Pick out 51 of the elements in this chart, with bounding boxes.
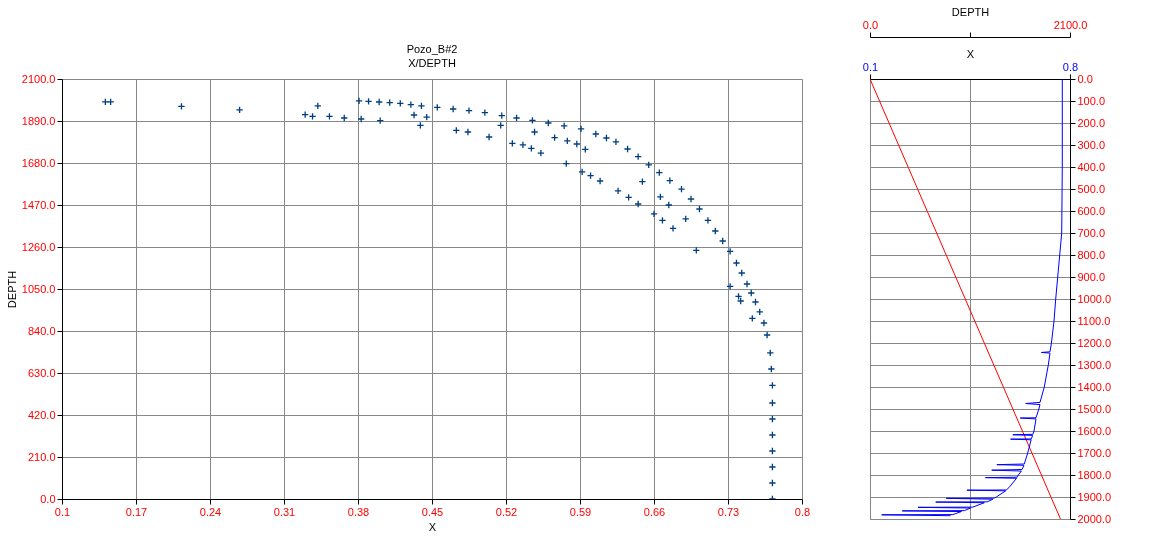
x-axis-title: X (428, 520, 437, 533)
x-tick-label: 0.73 (717, 505, 740, 518)
x-tick-label: 0.45 (421, 505, 444, 518)
x2-tick-label: 0.1 (862, 60, 879, 73)
y-tick-label: 210.0 (27, 450, 56, 463)
y-tick-label: 420.0 (27, 408, 56, 421)
y-tick-label: 700.0 (1077, 226, 1106, 239)
y-tick-label: 200.0 (1077, 116, 1106, 129)
y-tick-label: 1800.0 (1077, 468, 1112, 481)
x-tick-label: 0.38 (347, 505, 370, 518)
y-tick-label: 600.0 (1077, 204, 1106, 217)
y-tick-label: 1890.0 (21, 114, 56, 127)
y-tick-label: 0.0 (40, 492, 56, 505)
y-axis-title: DEPTH (5, 270, 18, 309)
chart-subtitle: X/DEPTH (408, 57, 456, 69)
x-tick-label: 0.1 (54, 505, 71, 518)
y-tick-label: 2100.0 (21, 72, 56, 85)
x-tick-label: 0.17 (125, 505, 148, 518)
y-tick-label: 2000.0 (1077, 512, 1112, 525)
y-tick-label: 0.0 (1077, 72, 1093, 85)
y-tick-label: 630.0 (27, 366, 56, 379)
y-tick-label: 1700.0 (1077, 446, 1112, 459)
y-tick-label: 400.0 (1077, 160, 1106, 173)
y-tick-label: 1600.0 (1077, 424, 1112, 437)
x-tick-label: 0.66 (643, 505, 666, 518)
chart-title: Pozo_B#2 (406, 43, 458, 55)
x-tick-label: 0.8 (794, 505, 811, 518)
y-tick-label: 500.0 (1077, 182, 1106, 195)
y-tick-label: 900.0 (1077, 270, 1106, 283)
y-tick-label: 800.0 (1077, 248, 1106, 261)
x2-axis-title: X (966, 47, 975, 60)
y-tick-label: 1100.0 (1077, 314, 1111, 327)
y-tick-label: 1900.0 (1077, 490, 1112, 503)
y-tick-label: 1470.0 (21, 198, 56, 211)
x-axis-title: DEPTH (951, 5, 990, 18)
y-tick-label: 1500.0 (1077, 402, 1112, 415)
y-tick-label: 300.0 (1077, 138, 1106, 151)
y-tick-label: 1050.0 (21, 282, 56, 295)
y-tick-label: 100.0 (1077, 94, 1106, 107)
y-tick-label: 840.0 (27, 324, 56, 337)
x-tick-label: 0.31 (273, 505, 296, 518)
x-tick-label: 0.52 (495, 505, 518, 518)
y-tick-label: 1000.0 (1077, 292, 1112, 305)
y-tick-label: 1260.0 (21, 240, 56, 253)
x-tick-label: 0.59 (569, 505, 592, 518)
y-tick-label: 1200.0 (1077, 336, 1112, 349)
y-tick-label: 1300.0 (1077, 358, 1112, 371)
y-tick-label: 1400.0 (1077, 380, 1112, 393)
x2-tick-label: 0.8 (1062, 60, 1079, 73)
x-tick-label: 0.24 (199, 505, 222, 518)
y-tick-label: 1680.0 (21, 156, 56, 169)
